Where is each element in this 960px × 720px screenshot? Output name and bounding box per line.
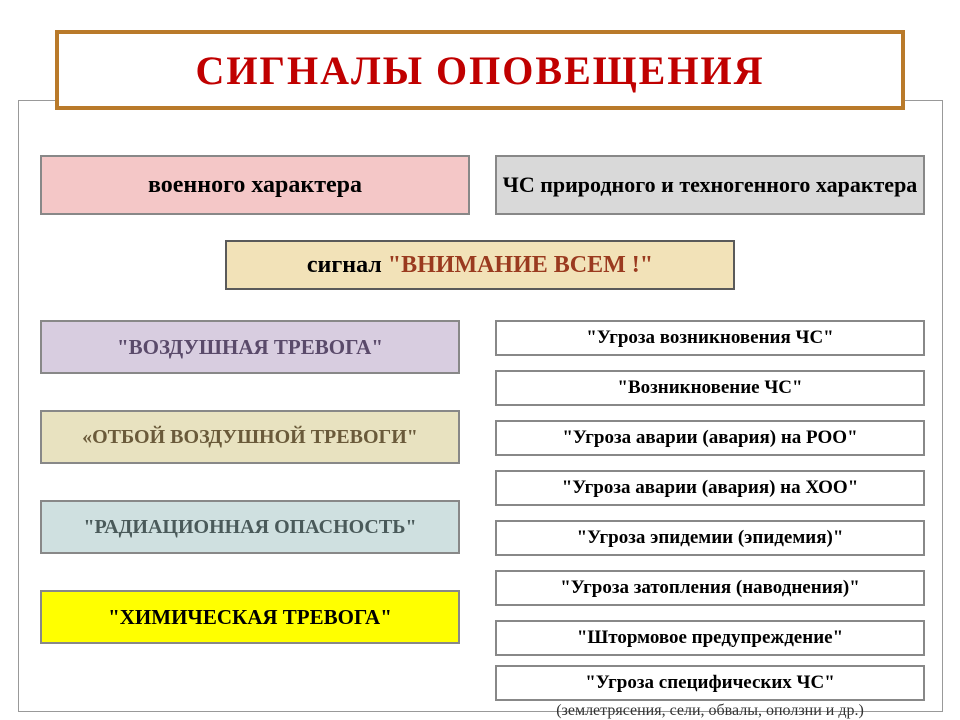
right-item-label: "Угроза аварии (авария) на ХОО" — [562, 477, 859, 499]
category-left-label: военного характера — [148, 172, 362, 199]
left-item-0: "ВОЗДУШНАЯ ТРЕВОГА" — [40, 320, 460, 374]
right-item-label: "Угроза специфических ЧС" — [585, 672, 835, 694]
right-item-2: "Угроза аварии (авария) на РОО" — [495, 420, 925, 456]
right-item-label: "Возникновение ЧС" — [617, 377, 802, 399]
right-item-label: "Угроза аварии (авария) на РОО" — [562, 427, 857, 449]
right-item-1: "Возникновение ЧС" — [495, 370, 925, 406]
subnote: (землетрясения, сели, обвалы, оползни и … — [495, 702, 925, 720]
category-right-label: ЧС природного и техногенного характера — [503, 172, 918, 197]
signal-prefix: сигнал — [307, 252, 382, 279]
category-left: военного характера — [40, 155, 470, 215]
right-item-0: "Угроза возникновения ЧС" — [495, 320, 925, 356]
page-title: СИГНАЛЫ ОПОВЕЩЕНИЯ — [196, 47, 765, 94]
left-item-2: "РАДИАЦИОННАЯ ОПАСНОСТЬ" — [40, 500, 460, 554]
right-item-label: "Штормовое предупреждение" — [577, 627, 843, 649]
signal-box: сигнал "ВНИМАНИЕ ВСЕМ !" — [225, 240, 735, 290]
left-item-label: "ХИМИЧЕСКАЯ ТРЕВОГА" — [108, 605, 392, 630]
left-item-3: "ХИМИЧЕСКАЯ ТРЕВОГА" — [40, 590, 460, 644]
right-item-label: "Угроза затопления (наводнения)" — [560, 577, 860, 599]
right-item-label: "Угроза возникновения ЧС" — [586, 327, 833, 349]
right-item-5: "Угроза затопления (наводнения)" — [495, 570, 925, 606]
right-item-6: "Штормовое предупреждение" — [495, 620, 925, 656]
left-item-label: "ВОЗДУШНАЯ ТРЕВОГА" — [117, 335, 383, 360]
right-item-label: "Угроза эпидемии (эпидемия)" — [577, 527, 844, 549]
category-right: ЧС природного и техногенного характера — [495, 155, 925, 215]
right-item-7: "Угроза специфических ЧС" — [495, 665, 925, 701]
right-item-4: "Угроза эпидемии (эпидемия)" — [495, 520, 925, 556]
title-box: СИГНАЛЫ ОПОВЕЩЕНИЯ — [55, 30, 905, 110]
left-item-label: «ОТБОЙ ВОЗДУШНОЙ ТРЕВОГИ" — [82, 426, 418, 449]
signal-main: "ВНИМАНИЕ ВСЕМ !" — [388, 252, 653, 279]
left-item-label: "РАДИАЦИОННАЯ ОПАСНОСТЬ" — [83, 516, 416, 539]
left-item-1: «ОТБОЙ ВОЗДУШНОЙ ТРЕВОГИ" — [40, 410, 460, 464]
right-item-3: "Угроза аварии (авария) на ХОО" — [495, 470, 925, 506]
subnote-text: (землетрясения, сели, обвалы, оползни и … — [556, 702, 864, 719]
